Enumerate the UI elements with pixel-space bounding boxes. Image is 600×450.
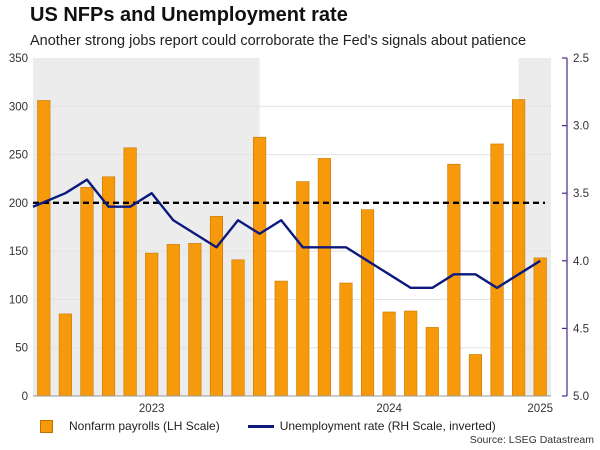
left-tick-label: 250 — [9, 150, 28, 162]
payroll-bar — [123, 147, 137, 397]
legend: Nonfarm payrolls (LH Scale) Unemployment… — [40, 419, 524, 433]
payroll-bar — [317, 158, 331, 397]
payroll-bar — [80, 187, 94, 397]
right-tick-label: 4.0 — [573, 256, 589, 268]
left-tick-label: 200 — [9, 198, 28, 210]
payroll-bar — [490, 143, 504, 397]
payroll-bar — [533, 257, 547, 397]
payroll-bar — [404, 310, 418, 397]
right-tick-label: 3.5 — [573, 188, 589, 200]
left-tick-label: 150 — [9, 246, 28, 258]
chart-subtitle: Another strong jobs report could corrobo… — [30, 33, 527, 49]
payroll-bar — [166, 244, 180, 397]
legend-payrolls-label: Nonfarm payrolls (LH Scale) — [69, 419, 220, 433]
legend-line-swatch — [247, 424, 274, 428]
chart-title: US NFPs and Unemployment rate — [30, 4, 348, 26]
x-tick-label: 2023 — [139, 403, 165, 415]
payroll-bar — [145, 252, 159, 397]
left-tick-label: 0 — [22, 391, 28, 403]
payroll-bar — [360, 209, 375, 397]
payroll-bar — [425, 327, 439, 397]
payroll-bar — [58, 313, 72, 397]
left-tick-label: 100 — [9, 294, 28, 306]
payroll-bar — [37, 100, 51, 397]
payroll-bar — [512, 99, 526, 397]
payroll-bar — [188, 243, 202, 397]
payroll-bar — [253, 136, 267, 397]
right-tick-label: 5.0 — [573, 391, 589, 403]
left-tick-label: 50 — [15, 343, 28, 355]
payroll-bar — [296, 181, 310, 397]
left-tick-label: 300 — [9, 101, 28, 113]
payroll-bar — [101, 176, 116, 397]
legend-item-payrolls: Nonfarm payrolls (LH Scale) — [40, 419, 220, 433]
source-note: Source: LSEG Datastream — [469, 434, 594, 446]
payroll-bar — [231, 259, 245, 397]
x-tick-label: 2024 — [376, 403, 402, 415]
payroll-bar — [447, 163, 461, 397]
x-tick-label: 2025 — [527, 403, 553, 415]
left-tick-label: 350 — [9, 53, 28, 65]
payroll-bar — [274, 280, 288, 397]
payroll-bar — [382, 311, 396, 397]
right-tick-label: 4.5 — [573, 323, 589, 335]
unemployment-line — [32, 178, 541, 290]
right-tick-label: 3.0 — [573, 121, 589, 133]
legend-unemployment-label: Unemployment rate (RH Scale, inverted) — [279, 419, 496, 433]
legend-item-unemployment: Unemployment rate (RH Scale, inverted) — [247, 419, 496, 433]
payroll-bar — [468, 354, 483, 397]
payroll-bar — [339, 282, 353, 397]
legend-bar-swatch — [40, 419, 53, 433]
right-tick-label: 2.5 — [573, 53, 589, 65]
